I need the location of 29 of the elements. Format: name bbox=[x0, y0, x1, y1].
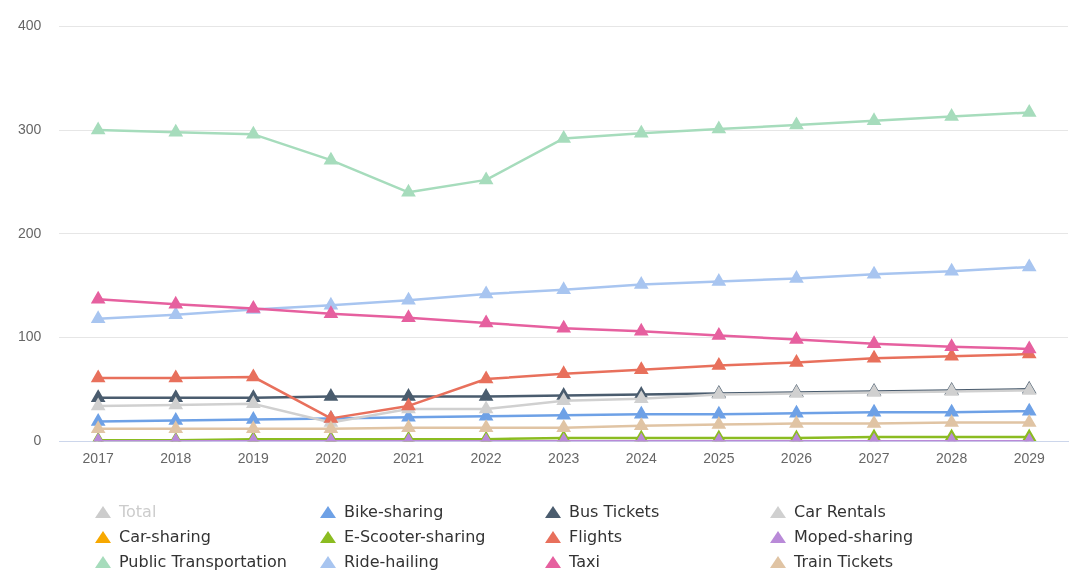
y-tick-label: 100 bbox=[18, 328, 42, 345]
legend-label: Flights bbox=[569, 527, 622, 546]
y-tick-label: 200 bbox=[18, 224, 42, 241]
x-tick-label: 2027 bbox=[858, 450, 890, 467]
x-tick-label: 2017 bbox=[82, 450, 114, 467]
legend-label: E-Scooter-sharing bbox=[344, 527, 486, 546]
y-tick-label: 300 bbox=[18, 120, 42, 137]
x-tick-label: 2025 bbox=[703, 450, 735, 467]
legend-label: Car-sharing bbox=[119, 527, 211, 546]
x-tick-label: 2026 bbox=[780, 450, 813, 467]
legend-label: Bike-sharing bbox=[344, 502, 444, 521]
x-tick-label: 2028 bbox=[936, 450, 968, 467]
x-tick-label: 2021 bbox=[392, 450, 425, 467]
x-tick-label: 2029 bbox=[1013, 450, 1045, 467]
legend-label: Moped-sharing bbox=[794, 527, 914, 546]
x-tick-label: 2023 bbox=[548, 450, 580, 467]
legend-label: Taxi bbox=[569, 552, 600, 571]
legend-label: Car Rentals bbox=[794, 502, 886, 521]
x-tick-label: 2019 bbox=[237, 450, 270, 467]
y-tick-label: 0 bbox=[33, 432, 42, 449]
x-tick-label: 2022 bbox=[470, 450, 502, 467]
legend-label: Bus Tickets bbox=[569, 502, 660, 521]
x-tick-label: 2024 bbox=[625, 450, 658, 467]
legend-label: Ride-hailing bbox=[344, 552, 439, 571]
x-tick-label: 2020 bbox=[315, 450, 347, 467]
legend-label: Public Transportation bbox=[119, 552, 287, 571]
y-tick-label: 400 bbox=[18, 17, 42, 34]
legend-label: Train Tickets bbox=[794, 552, 894, 571]
x-tick-label: 2018 bbox=[160, 450, 192, 467]
